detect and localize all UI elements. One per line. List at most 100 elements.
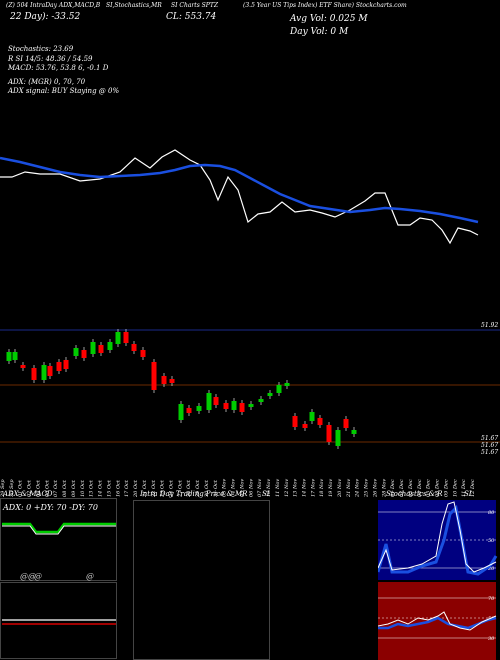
date-tick-label: 13 Oct [89,479,95,497]
candle-body [248,404,254,407]
candle-body [178,404,184,420]
candle-body [90,342,96,354]
intraday-panel-title-right: SI [262,490,270,498]
candle-body [63,360,69,369]
date-tick-label: 11 Dec [461,479,467,497]
candle-body [343,419,349,428]
date-tick-label: 24 Oct [168,479,174,498]
svg-text:80: 80 [488,510,495,516]
candle-body [73,348,79,356]
adx-signal-readout: ADX signal: BUY Staying @ 0% [8,87,120,95]
candle-body [115,332,121,344]
macd-readout: MACD: 53.76, 53.8 6, -0.1 D [8,64,109,72]
price-line [0,149,479,245]
candle-body [12,352,18,360]
date-tick-label: 19 Nov [328,479,334,497]
svg-text:@@: @@ [20,572,36,581]
header-title-3: SI Charts SPTZ [171,2,219,9]
stochastics-rsi-panel: 80 50 20 70 50 30 [378,500,498,660]
candle-body [123,332,129,343]
header-title-4: (3.5 Year US Tips Index) ETF Share) Stoc… [243,2,407,9]
header-title-2: SI,Stochastics,MR [106,2,162,9]
date-tick-label: 30 Oct [204,479,210,497]
candle-body [317,418,323,425]
date-tick-label: 21 Oct [142,479,148,498]
date-tick-label: 20 Oct [133,479,139,498]
date-axis: 29 Sep 30 Sep 01 Oct 02 Oct 03 Oct 06 Oct 07 O… [0,479,476,498]
date-tick-label: 01 Dec [390,479,396,497]
date-tick-label: 10 Dec [452,479,458,497]
date-tick-label: 07 Oct [53,479,59,497]
date-tick-label: 06 Nov [248,479,254,497]
candle-body [20,365,26,368]
header-title-1: (Z) 504 IntraDay ADX,MACD,B [6,2,101,9]
date-tick-label: 14 Oct [98,479,104,497]
svg-text:@: @ [34,572,42,581]
date-tick-label: 07 Nov [257,479,263,497]
date-tick-label: 26 Nov [372,479,378,498]
candle-body [206,393,212,410]
moving-average-line [0,156,479,224]
candle-body [186,408,192,413]
stoch-panel-title: Stochastics & R [386,490,443,498]
date-tick-label: 25 Nov [364,479,370,498]
candle-body [335,430,341,446]
candle-body [309,412,315,421]
header-change: 22 Day): -33.52 [10,12,81,22]
date-tick-label: 02 Oct [27,479,33,497]
candle-body [56,362,62,371]
date-tick-label: 08 Oct [62,479,68,497]
header-day-vol: Day Vol: 0 M [290,27,349,37]
date-tick-label: 13 Nov [293,479,299,497]
svg-text:50: 50 [488,538,495,544]
date-tick-label: 01 Oct [18,479,24,497]
date-tick-label: 31 Oct [213,479,219,497]
rsi-readout: R SI 14/5: 48.36 / 54.59 [8,55,93,63]
date-tick-label: 09 Dec [443,479,449,497]
date-tick-label: 05 Nov [239,479,245,497]
candle-body [284,383,290,386]
date-tick-label: 03 Dec [408,479,414,497]
candle-body [223,403,229,409]
date-tick-label: 06 Oct [44,479,50,497]
date-tick-label: 21 Nov [346,479,352,498]
candle-body [292,416,298,427]
header-close: CL: 553.74 [166,12,217,22]
date-tick-label: 18 Nov [319,479,325,497]
candle-body [276,385,282,393]
candle-body [169,379,175,383]
date-tick-label: 08 Dec [435,479,441,497]
date-tick-label: 16 Oct [115,479,121,497]
date-tick-label: 04 Dec [417,479,423,497]
date-tick-label: 02 Dec [399,479,405,497]
date-tick-label: 09 Oct [71,479,77,497]
date-tick-label: 14 Nov [302,479,308,497]
candle-body [326,425,332,442]
price-label-b: 51.67 [481,442,498,449]
candle-body [351,430,357,434]
date-tick-label: 29 Oct [195,479,201,498]
price-label-top: 51.92 [481,322,498,329]
candlestick-series [6,329,357,449]
candle-body [151,362,157,390]
stoch-panel-title-right: SI [464,490,472,498]
candle-body [258,399,264,402]
candle-body [107,342,113,350]
stochastics-readout: Stochastics: 23.69 [8,45,74,53]
candle-body [47,366,53,376]
date-tick-label: 03 Nov [222,479,228,497]
candle-body [98,345,104,353]
date-tick-label: 17 Nov [310,479,316,497]
candle-body [239,403,245,412]
price-label-c: 51.67 [481,449,498,456]
candle-body [231,401,237,410]
date-tick-label: 15 Oct [106,479,112,497]
main-price-chart: 51.92 51.67 51.67 51.67 [0,149,500,456]
intraday-panel [133,500,270,660]
date-tick-label: 17 Oct [124,479,130,497]
date-tick-label: 29 Sep [0,479,6,498]
date-tick-label: 28 Oct [186,479,192,498]
date-tick-label: 03 Oct [35,479,41,497]
intraday-panel-title: Intra Day Trading Price & MR [140,490,248,498]
date-tick-label: 28 Nov [381,479,387,498]
